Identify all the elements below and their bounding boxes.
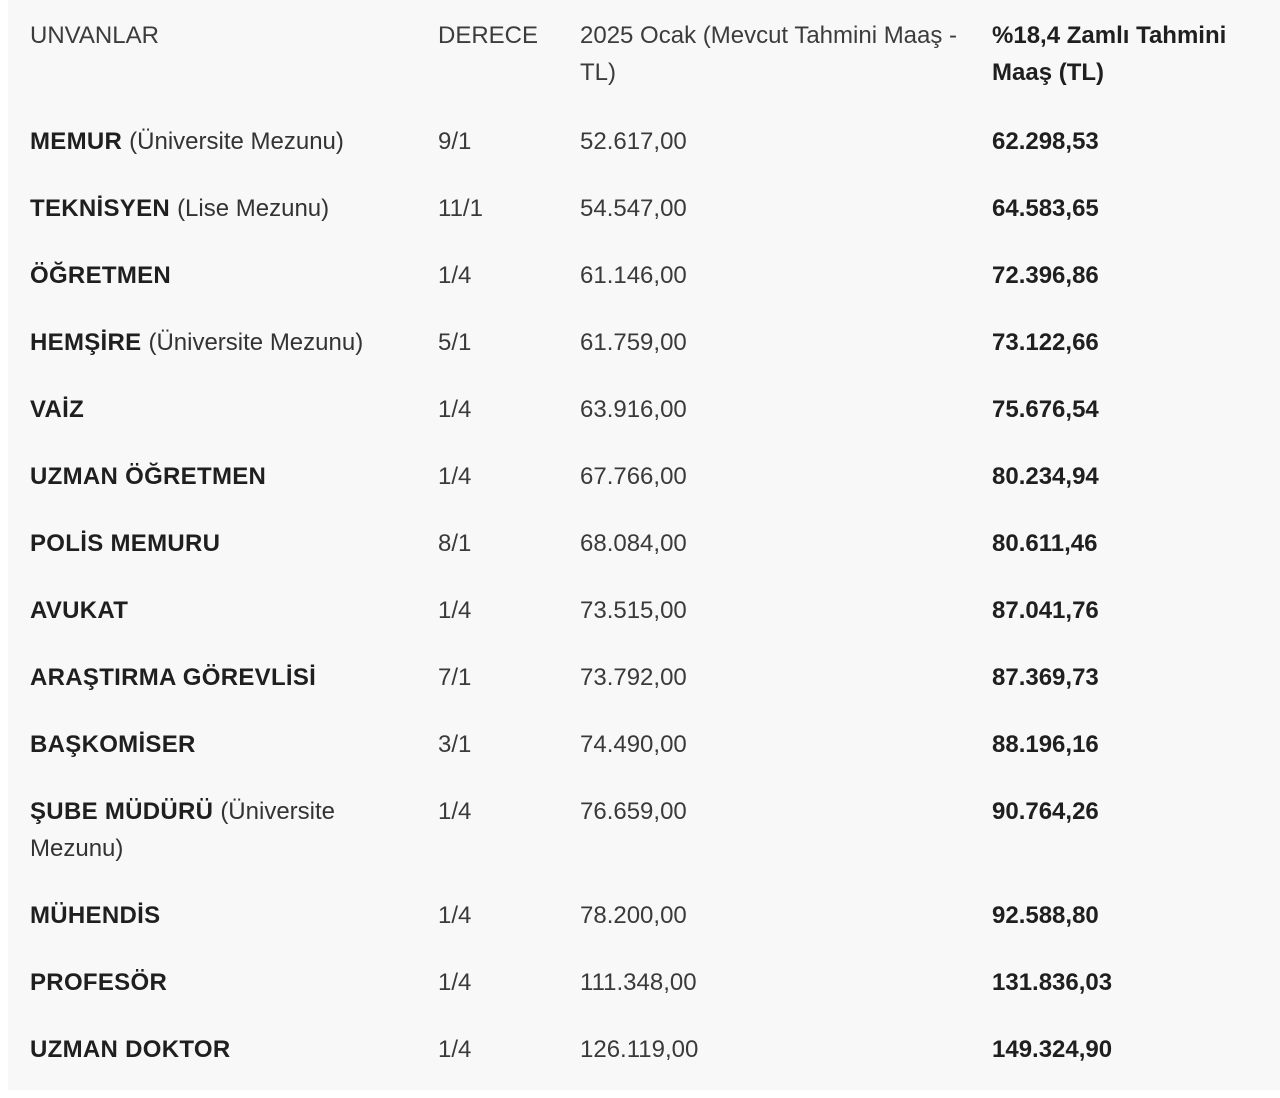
title-note: (Lise Mezunu) [177,195,330,222]
raised-salary: 92.588,80 [992,902,1099,929]
raised-salary: 72.396,86 [992,262,1099,289]
header-cell: DERECE [438,22,539,49]
raised-salary: 64.583,65 [992,195,1099,222]
title: ÖĞRETMEN [30,262,172,289]
title-cell: AVUKAT [30,592,438,659]
current-salary: 73.515,00 [580,597,687,624]
raised-salary: 87.041,76 [992,597,1099,624]
current-salary: 68.084,00 [580,530,687,557]
title: PROFESÖR [30,969,168,996]
title: ARAŞTIRMA GÖREVLİSİ [30,664,317,691]
raised-salary: 88.196,16 [992,731,1099,758]
current-salary: 67.766,00 [580,463,687,490]
title: MÜHENDİS [30,902,161,929]
current-salary: 78.200,00 [580,902,687,929]
raised-salary: 80.611,46 [992,530,1098,557]
grade-cell: 1/4 [438,396,472,423]
raised-salary: 131.836,03 [992,969,1113,996]
title-cell: MÜHENDİS [30,897,438,964]
salary-table: UNVANLAR DERECE 2025 Ocak (Mevcut Tahmini … [30,17,1270,1098]
title: BAŞKOMİSER [30,731,196,758]
current-salary: 74.490,00 [580,731,687,758]
header-cell: %18,4 Zamlı Tahmini Maaş (TL) [992,22,1227,86]
grade-cell: 1/4 [438,262,472,289]
grade-cell: 7/1 [438,664,472,691]
raised-salary: 87.369,73 [992,664,1099,691]
grade-cell: 5/1 [438,329,472,356]
grade-cell: 1/4 [438,969,472,996]
title-cell: ÖĞRETMEN [30,257,438,324]
grade-cell: 1/4 [438,463,472,490]
title-note: (Üniversite Mezunu) [129,128,344,155]
title-cell: BAŞKOMİSER [30,726,438,793]
grade-cell: 1/4 [438,597,472,624]
title-cell: ŞUBE MÜDÜRÜ (Üniversite Mezunu) [30,793,438,897]
current-salary: 63.916,00 [580,396,687,423]
title-note: (Üniversite Mezunu) [30,798,336,862]
title: MEMUR [30,128,123,155]
header-cell: 2025 Ocak (Mevcut Tahmini Maaş - TL) [580,22,958,86]
title-note: (Üniversite Mezunu) [148,329,364,356]
raised-salary: 73.122,66 [992,329,1099,356]
title: UZMAN DOKTOR [30,1036,231,1063]
title: VAİZ [30,396,85,423]
grade-cell: 1/4 [438,798,472,825]
current-salary: 111.348,00 [580,969,697,996]
title: HEMŞİRE [30,329,142,356]
current-salary: 126.119,00 [580,1036,699,1063]
title-cell: UZMAN DOKTOR [30,1031,438,1098]
grade-cell: 9/1 [438,128,472,155]
current-salary: 73.792,00 [580,664,687,691]
title: ŞUBE MÜDÜRÜ [30,798,214,825]
sheet: UNVANLAR DERECE 2025 Ocak (Mevcut Tahmini … [8,0,1280,1090]
title-cell: VAİZ [30,391,438,458]
current-salary: 61.146,00 [580,262,687,289]
title-cell: UZMAN ÖĞRETMEN [30,458,438,525]
raised-salary: 75.676,54 [992,396,1099,423]
current-salary: 52.617,00 [580,128,687,155]
title: POLİS MEMURU [30,530,221,557]
title: UZMAN ÖĞRETMEN [30,463,267,490]
title-cell: PROFESÖR [30,964,438,1031]
title-cell: MEMUR (Üniversite Mezunu) [30,123,438,190]
grade-cell: 8/1 [438,530,472,557]
grade-cell: 11/1 [438,195,483,222]
title: AVUKAT [30,597,129,624]
title-cell: TEKNİSYEN (Lise Mezunu) [30,190,438,257]
current-salary: 76.659,00 [580,798,687,825]
raised-salary: 62.298,53 [992,128,1099,155]
raised-salary: 149.324,90 [992,1036,1113,1063]
title-cell: POLİS MEMURU [30,525,438,592]
grade-cell: 1/4 [438,902,472,929]
grade-cell: 1/4 [438,1036,472,1063]
grade-cell: 3/1 [438,731,472,758]
header-cell: UNVANLAR [30,22,159,49]
current-salary: 61.759,00 [580,329,687,356]
raised-salary: 80.234,94 [992,463,1099,490]
current-salary: 54.547,00 [580,195,687,222]
title-cell: ARAŞTIRMA GÖREVLİSİ [30,659,438,726]
title-cell: HEMŞİRE (Üniversite Mezunu) [30,324,438,391]
title: TEKNİSYEN [30,195,171,222]
raised-salary: 90.764,26 [992,798,1099,825]
